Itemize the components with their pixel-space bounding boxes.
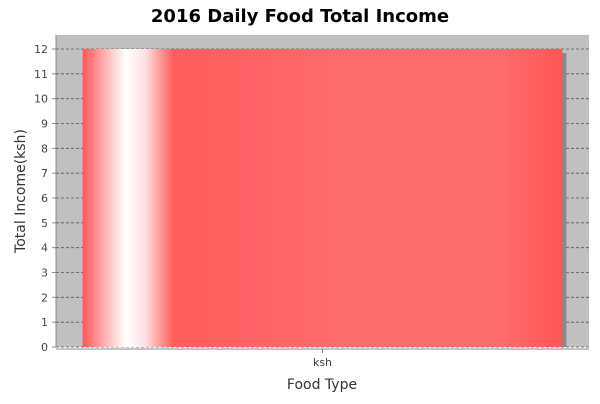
y-tick-label-4: 4	[41, 242, 48, 255]
y-tick-label-12: 12	[34, 43, 48, 56]
x-tick-label-ksh: ksh	[313, 356, 332, 369]
y-axis-label: Total Income(ksh)	[13, 129, 29, 254]
y-tick-label-3: 3	[41, 267, 48, 280]
y-tick-label-11: 11	[34, 68, 48, 81]
y-tick-label-5: 5	[41, 217, 48, 230]
y-tick-label-8: 8	[41, 142, 48, 155]
y-tick-label-0: 0	[41, 341, 48, 354]
y-tick-label-6: 6	[41, 192, 48, 205]
y-tick-label-2: 2	[41, 291, 48, 304]
y-tick-label-10: 10	[34, 93, 48, 106]
chart-title: 2016 Daily Food Total Income	[151, 6, 449, 27]
bars	[82, 49, 567, 347]
y-tick-label-1: 1	[41, 316, 48, 329]
y-tick-label-7: 7	[41, 167, 48, 180]
x-axis-label: Food Type	[287, 377, 357, 393]
bar-ksh	[82, 49, 563, 347]
x-ticks: ksh	[313, 349, 332, 369]
y-tick-label-9: 9	[41, 118, 48, 131]
